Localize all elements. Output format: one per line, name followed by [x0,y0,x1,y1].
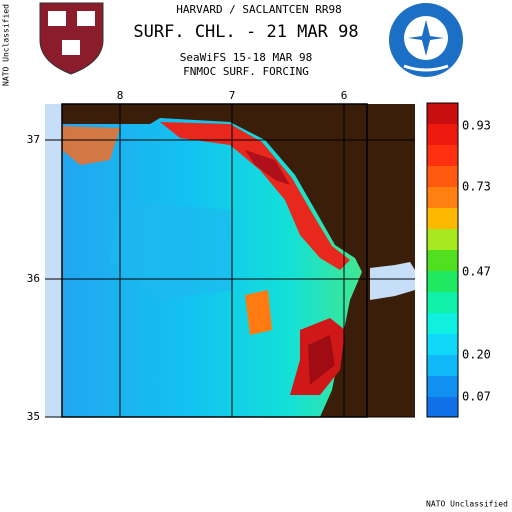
classification: NATO Unclassified [2,4,11,86]
harvard-logo [39,2,104,75]
colorbar-label: 0.07 [462,390,491,404]
nato-logo [389,3,463,77]
subtitle: SeaWiFS 15-18 MAR 98 [180,51,312,64]
header-line: HARVARD / SACLANTCEN RR98 [176,3,342,16]
lon-label: 7 [229,89,236,102]
subtitle: FNMOC SURF. FORCING [183,65,309,78]
classification: NATO Unclassified [426,500,508,509]
lat-label: 35 [27,410,40,423]
colorbar [426,102,459,418]
lat-label: 36 [27,272,40,285]
colorbar-label: 0.20 [462,348,491,362]
colorbar-label: 0.73 [462,180,491,194]
lat-label: 37 [27,133,40,146]
map [45,103,415,418]
lon-label: 6 [341,89,348,102]
title: SURF. CHL. - 21 MAR 98 [133,22,358,42]
colorbar-label: 0.93 [462,119,491,133]
lon-label: 8 [117,89,124,102]
colorbar-label: 0.47 [462,265,491,279]
